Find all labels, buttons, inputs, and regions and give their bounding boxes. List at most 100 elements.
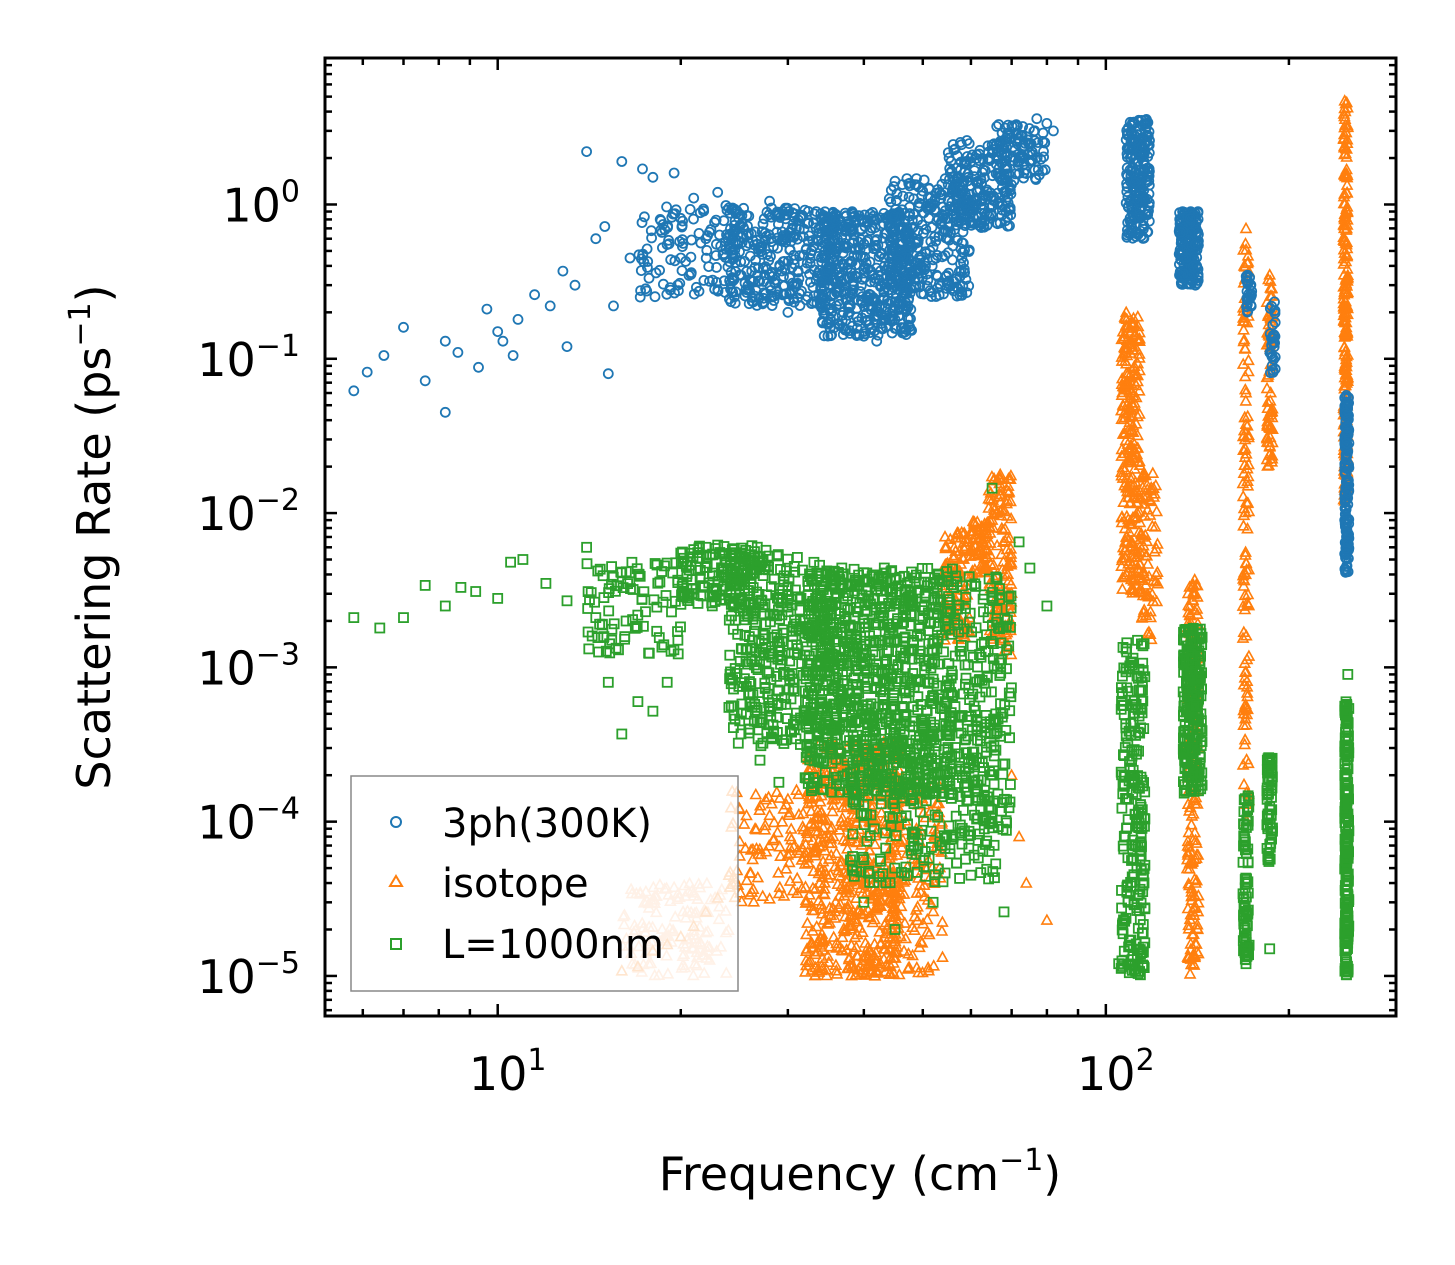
data-point-isotope xyxy=(737,817,751,829)
data-point-isotope xyxy=(993,470,1007,483)
data-point-isotope xyxy=(1149,567,1163,580)
data-point-3ph xyxy=(978,221,990,233)
data-point-isotope xyxy=(1137,564,1150,577)
data-point-3ph xyxy=(851,271,863,283)
data-point-3ph xyxy=(947,139,959,150)
data-point-isotope xyxy=(806,924,820,936)
data-point-3ph xyxy=(616,156,628,167)
data-point-3ph xyxy=(817,288,828,300)
data-point-isotope xyxy=(1185,889,1198,902)
data-point-3ph xyxy=(899,284,910,296)
data-point-isotope xyxy=(1188,573,1202,585)
data-point-3ph xyxy=(865,322,876,334)
data-point-isotope xyxy=(1004,472,1017,485)
data-point-isotope xyxy=(1260,381,1274,394)
data-point-3ph xyxy=(642,256,654,267)
data-point-3ph xyxy=(739,255,750,267)
data-point-isotope xyxy=(861,958,874,971)
data-point-3ph xyxy=(656,226,668,238)
data-point-isotope xyxy=(850,927,864,940)
data-point-isotope xyxy=(1237,314,1251,326)
data-point-isotope xyxy=(835,879,848,892)
data-point-isotope xyxy=(1124,438,1138,451)
data-point-isotope xyxy=(753,803,766,816)
data-point-isotope xyxy=(878,930,892,943)
data-point-isotope xyxy=(1236,357,1250,369)
data-point-3ph xyxy=(785,231,796,243)
data-point-isotope xyxy=(927,959,941,971)
data-point-3ph xyxy=(906,255,917,267)
data-point-3ph xyxy=(765,267,777,279)
data-point-isotope xyxy=(1337,189,1351,202)
data-point-isotope xyxy=(1120,312,1134,325)
data-point-isotope xyxy=(1128,510,1142,522)
data-point-3ph xyxy=(768,295,780,306)
data-point-isotope xyxy=(1339,125,1353,137)
data-point-isotope xyxy=(1115,442,1129,455)
data-point-isotope xyxy=(1188,825,1202,838)
data-point-isotope xyxy=(1241,474,1254,487)
data-point-isotope xyxy=(1238,699,1252,712)
data-point-isotope xyxy=(1239,417,1253,430)
data-point-isotope xyxy=(918,889,931,902)
data-point-3ph xyxy=(977,164,989,176)
data-point-isotope xyxy=(1237,579,1251,591)
data-point-3ph xyxy=(953,266,965,277)
data-point-isotope xyxy=(868,901,882,914)
data-point-isotope xyxy=(1238,671,1252,683)
data-point-isotope xyxy=(883,951,897,963)
data-point-isotope xyxy=(870,900,884,913)
data-point-isotope xyxy=(1262,435,1276,448)
data-point-isotope xyxy=(1236,599,1250,611)
data-point-3ph xyxy=(1006,120,1018,132)
data-point-isotope xyxy=(1265,449,1279,461)
data-point-isotope xyxy=(968,548,982,561)
data-point-3ph xyxy=(965,217,977,229)
data-point-isotope xyxy=(1237,718,1250,731)
data-point-isotope xyxy=(878,918,891,930)
data-point-isotope xyxy=(747,895,761,907)
data-point-isotope xyxy=(740,808,753,821)
data-point-isotope xyxy=(894,899,908,912)
data-point-isotope xyxy=(1241,409,1255,422)
data-point-isotope xyxy=(1116,427,1130,439)
data-point-3ph xyxy=(1139,165,1150,177)
data-point-3ph xyxy=(1130,135,1142,147)
data-point-boundary xyxy=(619,631,631,642)
data-point-3ph xyxy=(845,255,857,267)
data-point-isotope xyxy=(1190,918,1204,930)
data-point-3ph xyxy=(984,202,995,213)
data-point-isotope xyxy=(833,940,847,953)
data-point-isotope xyxy=(894,929,908,942)
data-point-isotope xyxy=(1146,466,1160,479)
data-point-3ph xyxy=(736,217,748,229)
data-point-isotope xyxy=(930,796,944,809)
data-point-3ph xyxy=(806,298,817,309)
data-point-isotope xyxy=(1237,501,1251,514)
data-point-3ph xyxy=(497,335,509,347)
data-point-isotope xyxy=(892,967,906,980)
data-point-isotope xyxy=(1238,342,1252,354)
data-point-3ph xyxy=(828,322,840,334)
data-point-isotope xyxy=(1128,555,1141,567)
data-point-3ph xyxy=(860,257,872,269)
data-point-3ph xyxy=(985,207,997,219)
data-point-isotope xyxy=(1238,505,1252,518)
data-point-isotope xyxy=(792,807,806,820)
data-point-isotope xyxy=(790,871,804,884)
data-point-isotope xyxy=(1190,937,1203,949)
data-point-3ph xyxy=(1141,176,1152,188)
data-point-isotope xyxy=(1001,479,1015,491)
data-point-isotope xyxy=(1337,210,1351,223)
data-point-isotope xyxy=(1187,792,1201,804)
data-point-3ph xyxy=(822,242,834,254)
data-point-isotope xyxy=(810,936,824,948)
data-point-isotope xyxy=(1132,505,1146,517)
data-point-boundary xyxy=(724,649,736,661)
data-point-isotope xyxy=(910,886,924,898)
data-point-3ph xyxy=(987,170,998,182)
data-point-isotope xyxy=(1118,569,1131,582)
data-point-3ph xyxy=(920,223,932,235)
data-point-3ph xyxy=(859,209,870,221)
data-point-3ph xyxy=(727,229,739,241)
